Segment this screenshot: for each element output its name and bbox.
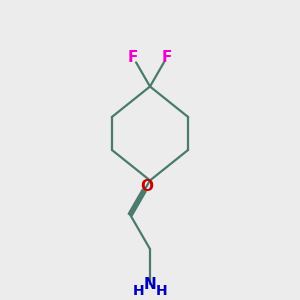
Text: N: N: [144, 277, 156, 292]
Text: F: F: [128, 50, 138, 65]
Text: F: F: [162, 50, 172, 65]
Text: H: H: [155, 284, 167, 298]
Text: O: O: [140, 178, 153, 194]
Text: H: H: [133, 284, 145, 298]
